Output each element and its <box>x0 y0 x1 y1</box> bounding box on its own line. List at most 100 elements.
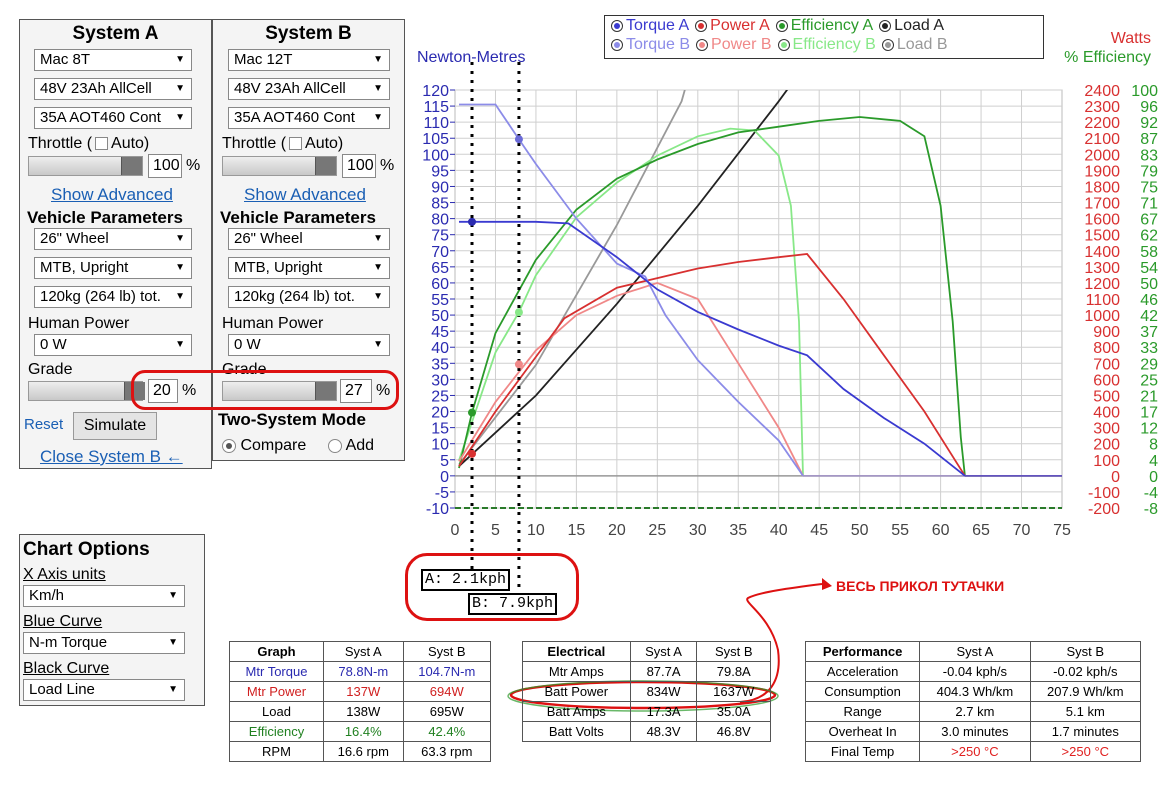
add-label: Add <box>345 437 375 454</box>
efficiency-tick-label: 21 <box>1140 388 1158 405</box>
show-advanced-link-b[interactable]: Show Advanced <box>244 185 366 204</box>
simulate-button[interactable]: Simulate <box>73 412 157 440</box>
table-header-cell: Performance <box>804 641 921 662</box>
table-cell: Efficiency <box>229 721 324 742</box>
compare-radio[interactable]: Compare <box>222 437 306 455</box>
legend-item[interactable]: Power A <box>695 17 770 34</box>
table-cell: 87.7A <box>629 661 698 682</box>
controller-select-a[interactable]: 35A AOT460 Cont ▼ <box>34 107 192 129</box>
wheel-select-b[interactable]: 26" Wheel ▼ <box>228 228 390 250</box>
auto-checkbox-b[interactable] <box>289 137 303 151</box>
reset-link[interactable]: Reset <box>24 416 64 433</box>
watts-tick-label: 200 <box>1093 437 1120 454</box>
series-line-power-a <box>458 253 966 477</box>
table-cell: 42.4% <box>402 721 492 742</box>
slider-thumb[interactable] <box>315 157 336 175</box>
human-power-select-a[interactable]: 0 W ▼ <box>34 334 192 356</box>
vehicle-type-select-b[interactable]: MTB, Upright ▼ <box>228 257 390 279</box>
table-row: Load 138W 695W <box>229 701 492 722</box>
y-tick-label: 45 <box>431 324 449 341</box>
battery-select-a[interactable]: 48V 23Ah AllCell ▼ <box>34 78 192 100</box>
right-axis-title-efficiency: % Efficiency <box>1064 49 1151 66</box>
efficiency-tick-label: 4 <box>1149 453 1158 470</box>
legend-label: Power A <box>710 17 770 34</box>
watts-tick-label: 500 <box>1093 388 1120 405</box>
legend-item[interactable]: Efficiency A <box>775 17 873 34</box>
y-tick-label: 60 <box>431 276 449 293</box>
efficiency-tick-label: 17 <box>1140 405 1158 422</box>
close-system-b-link[interactable]: Close System B ← <box>40 447 183 466</box>
battery-select-b[interactable]: 48V 23Ah AllCell ▼ <box>228 78 390 100</box>
watts-tick-label: -200 <box>1088 501 1120 518</box>
x-axis-units-select[interactable]: Km/h ▼ <box>23 585 185 607</box>
table-row: Consumption 404.3 Wh/km 207.9 Wh/km <box>804 681 1142 702</box>
controller-select-b[interactable]: 35A AOT460 Cont ▼ <box>228 107 390 129</box>
grade-slider-a[interactable] <box>28 381 145 401</box>
y-tick-label: 110 <box>423 115 449 132</box>
legend-item[interactable]: Torque B <box>611 36 690 53</box>
blue-curve-select[interactable]: N-m Torque ▼ <box>23 632 185 654</box>
y-tick-label: 10 <box>431 437 449 454</box>
table-cell: 404.3 Wh/km <box>919 681 1031 702</box>
auto-checkbox-a[interactable] <box>95 137 109 151</box>
table-cell: 1637W <box>696 681 771 702</box>
electrical-results-table: Electrical Syst A Syst B Mtr Amps 87.7A 79.8A… <box>522 641 771 742</box>
efficiency-tick-label: 58 <box>1140 244 1158 261</box>
table-cell: >250 °C <box>1029 741 1142 762</box>
motor-select-a[interactable]: Mac 8T ▼ <box>34 49 192 71</box>
watts-tick-label: 1500 <box>1084 228 1120 245</box>
chevron-down-icon: ▼ <box>175 262 185 273</box>
legend-item[interactable]: Load A <box>879 17 944 34</box>
weight-select-a[interactable]: 120kg (264 lb) tot. ▼ <box>34 286 192 308</box>
grade-input-a[interactable]: 20 <box>148 379 178 403</box>
legend-item[interactable]: Load B <box>881 36 948 53</box>
table-cell: Acceleration <box>804 661 921 682</box>
operating-point-dot <box>514 308 523 317</box>
slider-thumb[interactable] <box>121 157 142 175</box>
table-header-row: Performance Syst A Syst B <box>804 641 1142 662</box>
legend-item[interactable]: Torque A <box>611 17 689 34</box>
table-cell: >250 °C <box>919 741 1031 762</box>
throttle-input-a[interactable]: 100 <box>148 154 182 178</box>
series-line-load-a <box>458 90 789 467</box>
series-line-load-b <box>458 90 686 466</box>
table-cell: Batt Power <box>522 681 631 702</box>
motor-select-b[interactable]: Mac 12T ▼ <box>228 49 390 71</box>
throttle-input-b[interactable]: 100 <box>342 154 376 178</box>
legend-dot-icon <box>695 19 708 32</box>
y-tick-label: 25 <box>431 388 449 405</box>
y-tick-label: 65 <box>431 260 449 277</box>
black-curve-select[interactable]: Load Line ▼ <box>23 679 185 701</box>
chevron-down-icon: ▼ <box>175 54 185 65</box>
watts-tick-label: 2400 <box>1084 83 1120 100</box>
operating-point-dot <box>467 217 476 226</box>
throttle-slider-a[interactable] <box>28 156 143 176</box>
slider-thumb[interactable] <box>124 382 145 400</box>
legend-item[interactable]: Power B <box>696 36 772 53</box>
table-cell: 17.3A <box>629 701 698 722</box>
y-tick-label: -10 <box>426 501 449 518</box>
table-cell: Mtr Power <box>229 681 324 702</box>
watts-tick-label: 1100 <box>1086 292 1121 309</box>
vehicle-type-select-a[interactable]: MTB, Upright ▼ <box>34 257 192 279</box>
operating-point-dot <box>467 408 476 417</box>
legend-label: Load B <box>896 36 948 53</box>
slider-thumb[interactable] <box>315 382 336 400</box>
grade-slider-b[interactable] <box>222 381 337 401</box>
human-power-label-a: Human Power <box>28 315 130 332</box>
wheel-select-a[interactable]: 26" Wheel ▼ <box>34 228 192 250</box>
legend-item[interactable]: Efficiency B <box>777 36 876 53</box>
add-radio[interactable]: Add <box>328 437 374 455</box>
show-advanced-link-a[interactable]: Show Advanced <box>51 185 173 204</box>
chevron-down-icon: ▼ <box>175 83 185 94</box>
grade-highlight <box>131 370 399 410</box>
weight-select-b[interactable]: 120kg (264 lb) tot. ▼ <box>228 286 390 308</box>
watts-tick-label: 1300 <box>1084 260 1120 277</box>
table-cell: 1.7 minutes <box>1029 721 1142 742</box>
table-cell: 5.1 km <box>1029 701 1142 722</box>
legend-row-a: Torque A Power A Efficiency A Load A <box>611 17 950 35</box>
throttle-slider-b[interactable] <box>222 156 337 176</box>
grade-input-b[interactable]: 27 <box>340 379 372 403</box>
table-cell: 78.8N-m <box>323 661 404 682</box>
human-power-select-b[interactable]: 0 W ▼ <box>228 334 390 356</box>
